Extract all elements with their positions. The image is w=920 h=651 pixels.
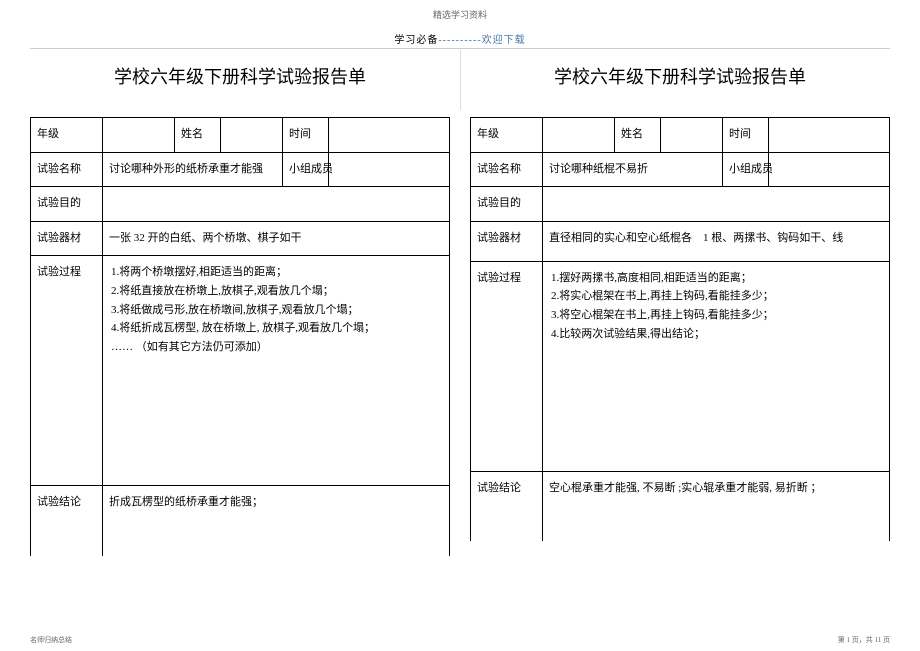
grade-value [103,118,175,153]
grade-label: 年级 [31,118,103,153]
footer-right: 第 1 页，共 11 页 [838,635,890,645]
right-form: 学校六年级下册科学试验报告单 年级 姓名 时间 试验名称 讨论哪种纸棍不易折 小… [470,49,890,556]
name-value [661,118,723,153]
conclusion-label: 试验结论 [31,486,103,556]
equip-value: 一张 32 开的白纸、两个桥墩、棋子如干 [103,221,450,256]
process-list: 1.将两个桥墩摆好,相距适当的距离； 2.将纸直接放在桥墩上,放棋子,观看放几个… [109,264,443,356]
process-item: 1.将两个桥墩摆好,相距适当的距离； [111,264,443,282]
equip-label: 试验器材 [31,221,103,256]
process-item: 4.比较两次试验结果,得出结论； [551,326,883,344]
process-label: 试验过程 [31,256,103,486]
time-label: 时间 [283,118,329,153]
purpose-label: 试验目的 [31,187,103,222]
group-label: 小组成员 [723,152,769,187]
exp-name-value: 讨论哪种纸棍不易折 [543,152,723,187]
process-item: …… （如有其它方法仍可添加） [111,339,443,357]
time-value [329,118,450,153]
process-item: 3.将纸做成弓形,放在桥墩间,放棋子,观看放几个塌； [111,302,443,320]
time-value [769,118,890,153]
equip-value: 直径相同的实心和空心纸棍各 1 根、两摞书、钩码如干、线 [543,221,890,261]
process-value: 1.摆好两摞书,高度相同,相距适当的距离； 2.将实心棍架在书上,再挂上钩码,看… [543,261,890,471]
conclusion-value: 空心棍承重才能强, 不易断 ;实心辊承重才能弱, 易折断 ； [543,471,890,541]
conclusion-label: 试验结论 [471,471,543,541]
exp-name-value: 讨论哪种外形的纸桥承重才能强 [103,152,283,187]
purpose-value [543,187,890,222]
purpose-value [103,187,450,222]
time-label: 时间 [723,118,769,153]
left-title: 学校六年级下册科学试验报告单 [30,63,450,89]
process-list: 1.摆好两摞书,高度相同,相距适当的距离； 2.将实心棍架在书上,再挂上钩码,看… [549,270,883,343]
header-line: 学习必备----------欢迎下载 [0,31,920,46]
top-label: 精选学习资料 [0,0,920,21]
process-label: 试验过程 [471,261,543,471]
left-table: 年级 姓名 时间 试验名称 讨论哪种外形的纸桥承重才能强 小组成员 试验目的 试… [30,117,450,556]
process-item: 2.将实心棍架在书上,再挂上钩码,看能挂多少； [551,288,883,306]
exp-name-label: 试验名称 [31,152,103,187]
footer-left: 名师归纳总结 [30,635,72,645]
page-wrap: 学校六年级下册科学试验报告单 年级 姓名 时间 试验名称 讨论哪种外形的纸桥承重… [0,49,920,556]
conclusion-value: 折成瓦楞型的纸桥承重才能强； [103,486,450,556]
right-title: 学校六年级下册科学试验报告单 [470,63,890,89]
group-label: 小组成员 [283,152,329,187]
group-value [329,152,450,187]
exp-name-label: 试验名称 [471,152,543,187]
name-label: 姓名 [175,118,221,153]
name-label: 姓名 [615,118,661,153]
center-divider [460,50,461,110]
header-left: 学习必备 [394,35,438,46]
header-right: 欢迎下载 [482,35,526,46]
name-value [221,118,283,153]
grade-value [543,118,615,153]
group-value [769,152,890,187]
left-form: 学校六年级下册科学试验报告单 年级 姓名 时间 试验名称 讨论哪种外形的纸桥承重… [30,49,450,556]
right-table: 年级 姓名 时间 试验名称 讨论哪种纸棍不易折 小组成员 试验目的 试验器材 直… [470,117,890,541]
purpose-label: 试验目的 [471,187,543,222]
equip-label: 试验器材 [471,221,543,261]
header-dashes: ---------- [438,35,481,46]
process-item: 2.将纸直接放在桥墩上,放棋子,观看放几个塌； [111,283,443,301]
process-item: 4.将纸折成瓦楞型, 放在桥墩上, 放棋子,观看放几个塌； [111,320,443,338]
process-item: 3.将空心棍架在书上,再挂上钩码,看能挂多少； [551,307,883,325]
grade-label: 年级 [471,118,543,153]
process-value: 1.将两个桥墩摆好,相距适当的距离； 2.将纸直接放在桥墩上,放棋子,观看放几个… [103,256,450,486]
process-item: 1.摆好两摞书,高度相同,相距适当的距离； [551,270,883,288]
